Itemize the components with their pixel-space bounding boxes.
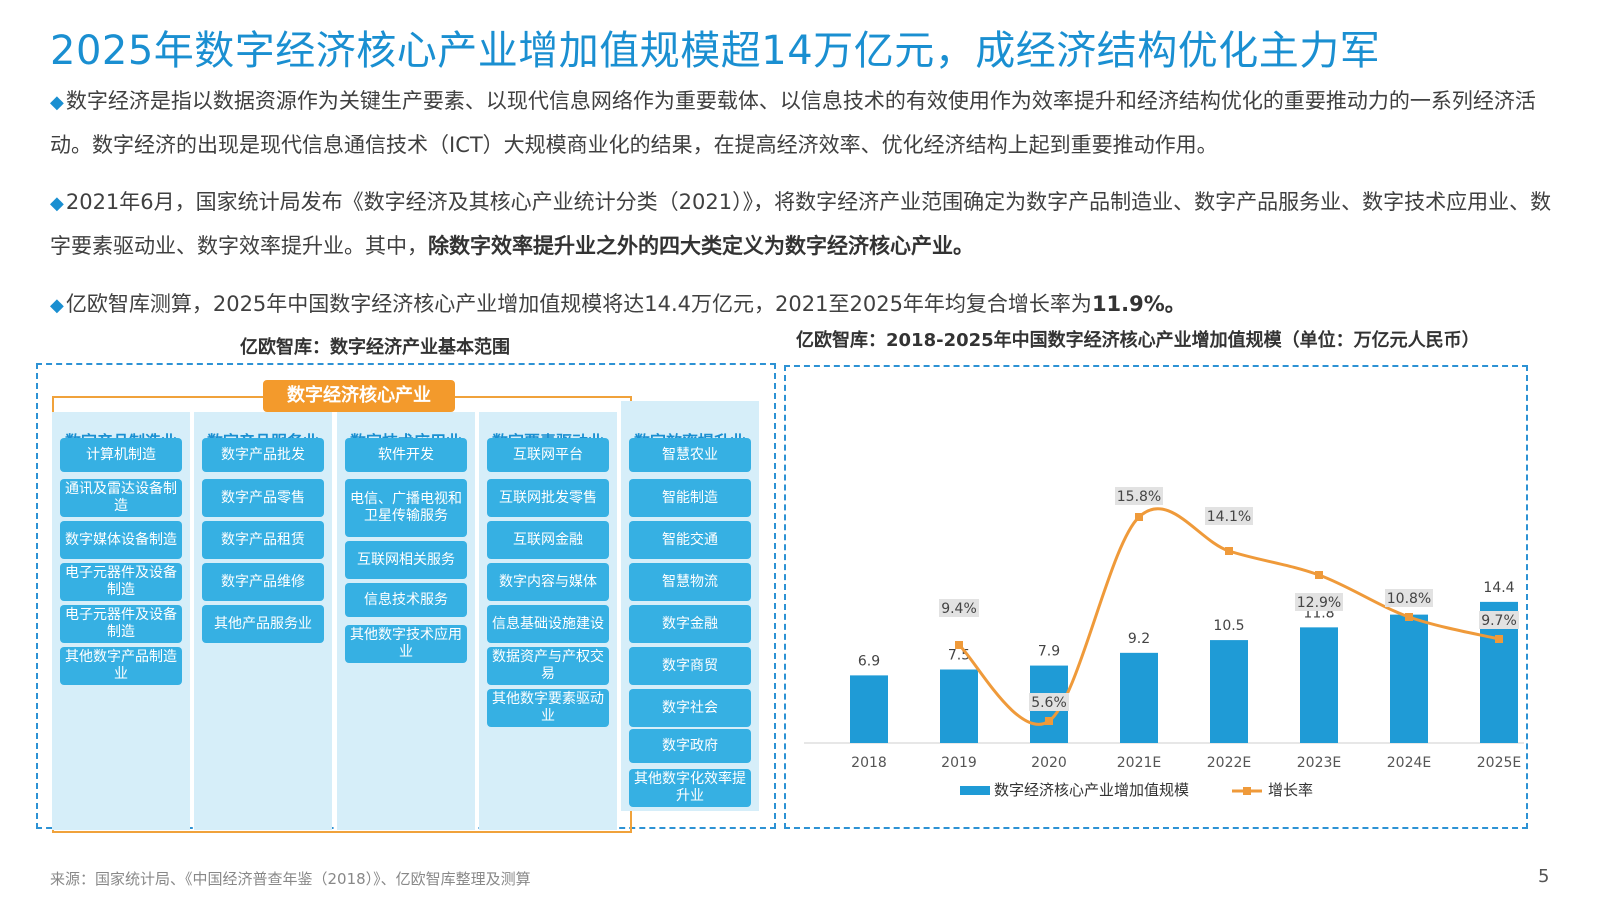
legend-bar-label: 数字经济核心产业增加值规模 (994, 781, 1189, 799)
rate-label-bg-2019 (939, 599, 979, 617)
paragraph-forecast-text: 亿欧智库测算，2025年中国数字经济核心产业增加值规模将达14.4万亿元，202… (65, 292, 1092, 316)
industry-item: 其他产品服务业 (202, 605, 324, 643)
industry-item: 数字金融 (629, 605, 751, 643)
x-tick-2024E: 2024E (1387, 755, 1431, 771)
core-industry-tag: 数字经济核心产业 (263, 380, 455, 412)
industry-item: 电子元器件及设备制造 (60, 605, 182, 643)
page-title: 2025年数字经济核心产业增加值规模超14万亿元，成经济结构优化主力军 (50, 28, 1381, 74)
industry-item: 其他数字技术应用业 (345, 625, 467, 663)
industry-item: 通讯及雷达设备制造 (60, 479, 182, 517)
industry-item: 数字产品租赁 (202, 521, 324, 559)
rate-label-bg-2020 (1029, 693, 1069, 711)
bar-2021E (1120, 652, 1158, 743)
legend-line-marker (1243, 787, 1251, 795)
paragraph-classification-text: 2021年6月，国家统计局发布《数字经济及其核心产业统计分类（2021）》，将数… (50, 190, 1552, 258)
industry-item: 互联网批发零售 (487, 479, 609, 517)
rate-label-bg-2025E (1479, 611, 1519, 629)
industry-item: 互联网相关服务 (345, 541, 467, 579)
rate-marker-2024E (1405, 613, 1413, 621)
rate-label-2021E: 15.8% (1117, 489, 1161, 505)
source-note: 来源：国家统计局、《中国经济普查年鉴（2018）》、亿欧智库整理及测算 (50, 870, 531, 888)
rate-label-bg-2023E (1295, 593, 1343, 611)
paragraph-classification-bold: 除数字效率提升业之外的四大类定义为数字经济核心产业。 (428, 234, 974, 258)
legend-line-label: 增长率 (1268, 781, 1313, 799)
bar-2024E (1390, 614, 1428, 743)
rate-marker-2019 (955, 641, 963, 649)
industry-item: 数字社会 (629, 689, 751, 727)
legend-bar-swatch (960, 786, 990, 795)
industry-item: 计算机制造 (60, 438, 182, 472)
diamond-bullet-icon: ◆ (50, 295, 64, 316)
x-tick-2025E: 2025E (1477, 755, 1521, 771)
x-tick-2020: 2020 (1031, 755, 1067, 771)
industry-item: 智能制造 (629, 479, 751, 517)
industry-item: 数据资产与产权交易 (487, 647, 609, 685)
industry-item: 信息基础设施建设 (487, 605, 609, 643)
industry-column (337, 412, 475, 830)
page-number: 5 (1538, 866, 1550, 887)
rate-label-2023E: 12.9% (1297, 595, 1341, 611)
rate-label-2022E: 14.1% (1207, 509, 1251, 525)
paragraph-definition: ◆数字经济是指以数据资源作为关键生产要素、以现代信息网络作为重要载体、以信息技术… (50, 80, 1560, 166)
x-tick-2019: 2019 (941, 755, 977, 771)
bar-2018 (850, 675, 888, 743)
right-panel-title: 亿欧智库：2018-2025年中国数字经济核心产业增加值规模（单位：万亿元人民币… (796, 330, 1480, 351)
industry-item: 数字产品维修 (202, 563, 324, 601)
industry-item: 智能交通 (629, 521, 751, 559)
industry-item: 互联网金融 (487, 521, 609, 559)
industry-item: 电子元器件及设备制造 (60, 563, 182, 601)
rate-marker-2025E (1495, 635, 1503, 643)
x-tick-2018: 2018 (851, 755, 887, 771)
bar-label-2021E: 9.2 (1128, 631, 1150, 647)
industry-item: 信息技术服务 (345, 583, 467, 617)
industry-item: 软件开发 (345, 438, 467, 472)
paragraph-definition-text: 数字经济是指以数据资源作为关键生产要素、以现代信息网络作为重要载体、以信息技术的… (50, 89, 1536, 157)
industry-item: 数字商贸 (629, 647, 751, 685)
bar-label-2022E: 10.5 (1213, 618, 1244, 634)
industry-item: 数字政府 (629, 729, 751, 763)
rate-label-2025E: 9.7% (1481, 613, 1517, 629)
diamond-bullet-icon: ◆ (50, 92, 64, 113)
diamond-bullet-icon: ◆ (50, 193, 64, 214)
industry-item: 其他数字要素驱动业 (487, 689, 609, 727)
rate-label-bg-2022E (1205, 507, 1253, 525)
rate-label-2020: 5.6% (1031, 695, 1067, 711)
growth-chart: 6.920187.520197.920209.22021E10.52022E11… (804, 487, 1524, 799)
industry-item: 数字内容与媒体 (487, 563, 609, 601)
industry-item: 数字产品批发 (202, 438, 324, 472)
x-tick-2023E: 2023E (1297, 755, 1341, 771)
right-panel-frame (784, 365, 1528, 829)
paragraph-classification: ◆2021年6月，国家统计局发布《数字经济及其核心产业统计分类（2021）》，将… (50, 181, 1560, 267)
industry-item: 其他数字化效率提升业 (629, 769, 751, 807)
industry-item: 互联网平台 (487, 438, 609, 472)
rate-marker-2020 (1045, 717, 1053, 725)
rate-marker-2022E (1225, 547, 1233, 555)
bar-2023E (1300, 627, 1338, 743)
bar-label-2025E: 14.4 (1483, 580, 1514, 596)
rate-label-2019: 9.4% (941, 601, 977, 617)
bar-label-2018: 6.9 (858, 653, 880, 669)
rate-marker-2021E (1135, 513, 1143, 521)
bar-2019 (940, 669, 978, 743)
x-tick-2021E: 2021E (1117, 755, 1161, 771)
rate-label-bg-2024E (1385, 589, 1433, 607)
paragraph-forecast: ◆亿欧智库测算，2025年中国数字经济核心产业增加值规模将达14.4万亿元，20… (50, 283, 1560, 327)
industry-item: 智慧物流 (629, 563, 751, 601)
bar-2022E (1210, 640, 1248, 743)
industry-item: 数字产品零售 (202, 479, 324, 517)
industry-item: 其他数字产品制造业 (60, 647, 182, 685)
rate-marker-2023E (1315, 571, 1323, 579)
paragraph-forecast-bold: 11.9%。 (1091, 292, 1186, 316)
rate-label-bg-2021E (1115, 487, 1163, 505)
industry-item: 智慧农业 (629, 438, 751, 472)
rate-label-2024E: 10.8% (1387, 591, 1431, 607)
left-panel-title: 亿欧智库：数字经济产业基本范围 (240, 337, 510, 358)
x-tick-2022E: 2022E (1207, 755, 1251, 771)
bar-label-2020: 7.9 (1038, 644, 1060, 660)
industry-item: 数字媒体设备制造 (60, 521, 182, 559)
industry-item: 电信、广播电视和卫星传输服务 (345, 479, 467, 537)
